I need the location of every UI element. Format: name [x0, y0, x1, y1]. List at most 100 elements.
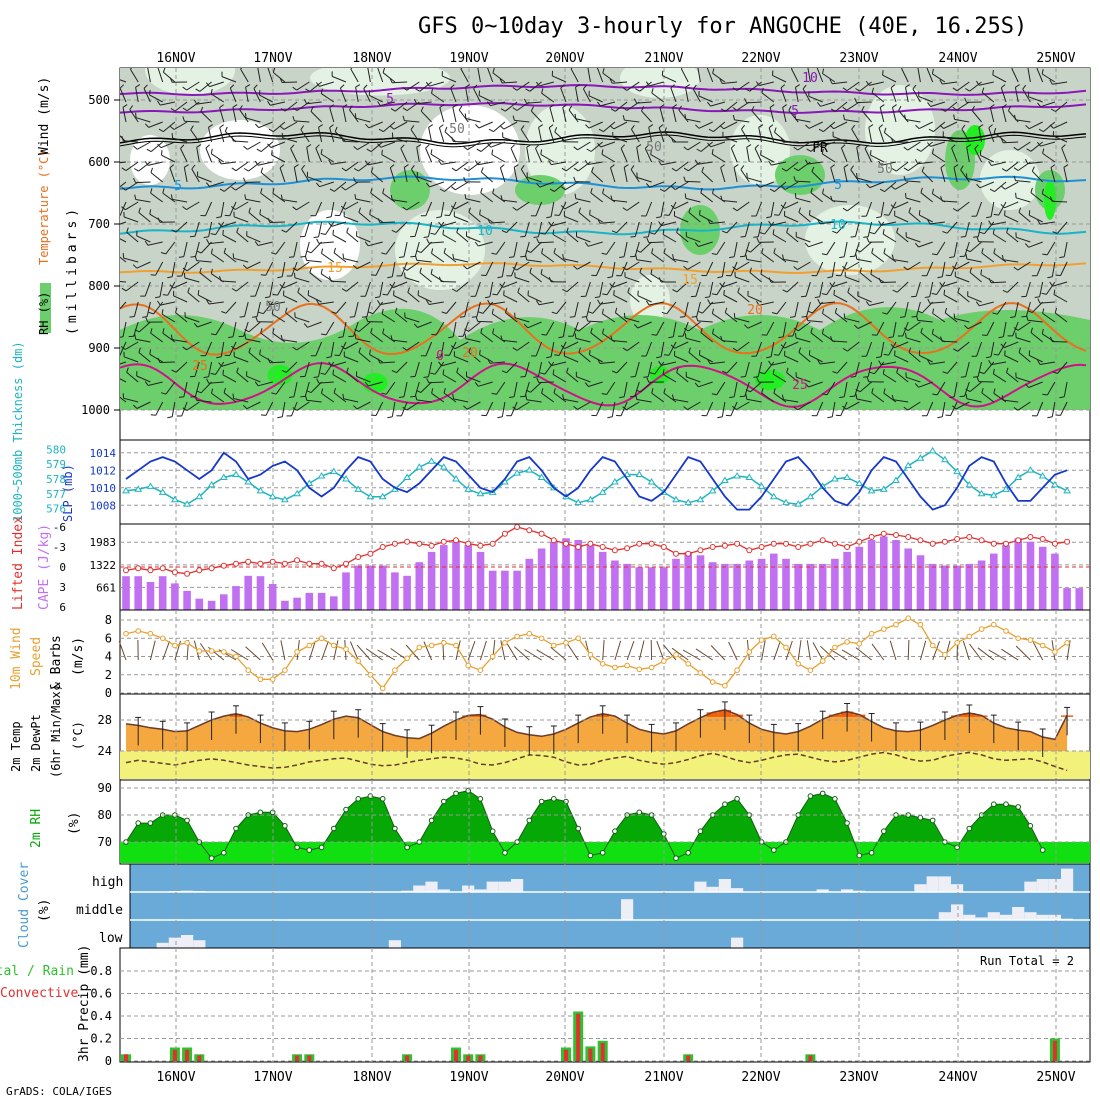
wind-barb: [688, 321, 701, 332]
wind-barb-flag: [733, 164, 739, 168]
wind-barb: [435, 321, 445, 336]
wind-barb: [986, 321, 995, 336]
cloud-bar: [938, 876, 951, 892]
wind-barb-flag: [381, 392, 387, 395]
wind-barb: [281, 401, 286, 417]
li-point: [990, 540, 997, 547]
wind-barb: [490, 141, 506, 148]
thickness-point: [696, 495, 705, 503]
cape-bar: [818, 563, 827, 610]
wind-barb: [1042, 152, 1056, 163]
wind-barb-flag: [794, 193, 797, 199]
wind-barb-flag: [960, 236, 966, 238]
wind-barb: [392, 81, 408, 84]
wind-barb: [1017, 321, 1031, 331]
wind-barb: [272, 72, 286, 83]
wind-barb-flag: [353, 146, 358, 150]
wind-barb-flag: [761, 87, 764, 93]
wind-barb-flag: [793, 266, 798, 270]
wind-barb-flag: [419, 267, 422, 273]
wind-barb: [527, 176, 542, 183]
cape-bar: [660, 567, 668, 610]
wind-barb-flag: [717, 416, 723, 419]
wind-barb-flag: [740, 376, 746, 378]
wind-barb: [389, 167, 396, 183]
thickness-point: [244, 477, 253, 485]
wind-barb: [654, 361, 665, 375]
wind-barb-flag: [475, 124, 480, 129]
wind-barb: [700, 192, 714, 203]
wind-barb-flag: [342, 393, 345, 399]
wind-barb-flag: [126, 367, 129, 373]
wind-barb: [1016, 236, 1031, 243]
wind-barb: [590, 192, 604, 203]
wind-barb-flag: [303, 323, 308, 328]
wind-barb: [431, 392, 445, 403]
wind-barb-flag: [1013, 406, 1019, 411]
wind-barb-flag: [169, 164, 175, 169]
wind-barb: [626, 81, 640, 91]
wind-barb: [794, 301, 799, 317]
li-point: [685, 550, 692, 557]
slp-line: [125, 451, 1068, 511]
wind10-point: [917, 621, 924, 628]
wind-barb-flag: [400, 144, 405, 149]
wind-barb: [489, 361, 505, 364]
wind-barb: [466, 376, 481, 383]
wind-barb: [920, 141, 934, 152]
wind-barb: [123, 356, 139, 363]
wind-barb: [310, 381, 322, 393]
wind-barb-flag: [300, 395, 306, 398]
thickness-point: [831, 475, 839, 482]
wind-barb-flag: [157, 143, 162, 149]
wind-barb-flag: [597, 299, 601, 305]
wind-barb: [552, 234, 567, 243]
wind-barb: [578, 212, 591, 223]
wind-barb: [490, 101, 506, 107]
wind-barb-flag: [512, 406, 517, 411]
wind-barb-flag: [425, 81, 430, 87]
wind-barb-flag: [316, 378, 320, 384]
wind-barb-flag: [561, 167, 567, 172]
wind-barb: [296, 341, 310, 351]
wind-barb-flag: [377, 358, 381, 364]
wind-barb-flag: [402, 267, 408, 271]
wind-barb: [1017, 141, 1031, 151]
wind-barb-flag: [916, 148, 922, 152]
wind-barb-flag: [223, 387, 226, 393]
wind-barb-flag: [510, 144, 515, 149]
wind-barb-flag: [451, 167, 457, 172]
wind-barb: [380, 141, 396, 148]
wind-barb-flag: [365, 123, 370, 129]
wind-barb-flag: [870, 269, 873, 275]
wind-barb-flag: [1042, 393, 1048, 396]
li-point: [795, 544, 802, 550]
thickness-point: [721, 476, 729, 483]
wind-barb: [1063, 381, 1068, 397]
wind-barb: [339, 341, 347, 356]
contour-label: 5: [386, 92, 394, 107]
wind-barb-flag: [903, 146, 909, 151]
wind-barb-flag: [610, 195, 613, 201]
wind-barb-flag: [952, 208, 958, 212]
wind10-barb: [506, 642, 518, 661]
cape-bar: [1038, 546, 1047, 610]
wind-barb-flag: [841, 144, 846, 149]
cloud-panel: Cloud Cover (%) high middle low: [17, 862, 1091, 949]
wind10-point: [991, 621, 997, 628]
wind-barb-flag: [1014, 114, 1017, 120]
li-point: [220, 562, 227, 569]
wind-barb: [639, 81, 652, 92]
wind-barb: [846, 101, 860, 111]
wind10-barb: [333, 640, 339, 661]
wind-barb: [843, 381, 848, 397]
wind-barb-flag: [538, 124, 544, 128]
wind-barb-flag: [364, 160, 369, 166]
li-point: [123, 567, 129, 574]
wind-barb: [834, 312, 848, 323]
rh2m-point: [343, 806, 349, 813]
ylabel-rh: RH (%): [37, 292, 51, 335]
cape-bar: [977, 560, 986, 610]
wind-barb-flag: [761, 388, 764, 394]
wind-barb-flag: [539, 372, 546, 375]
